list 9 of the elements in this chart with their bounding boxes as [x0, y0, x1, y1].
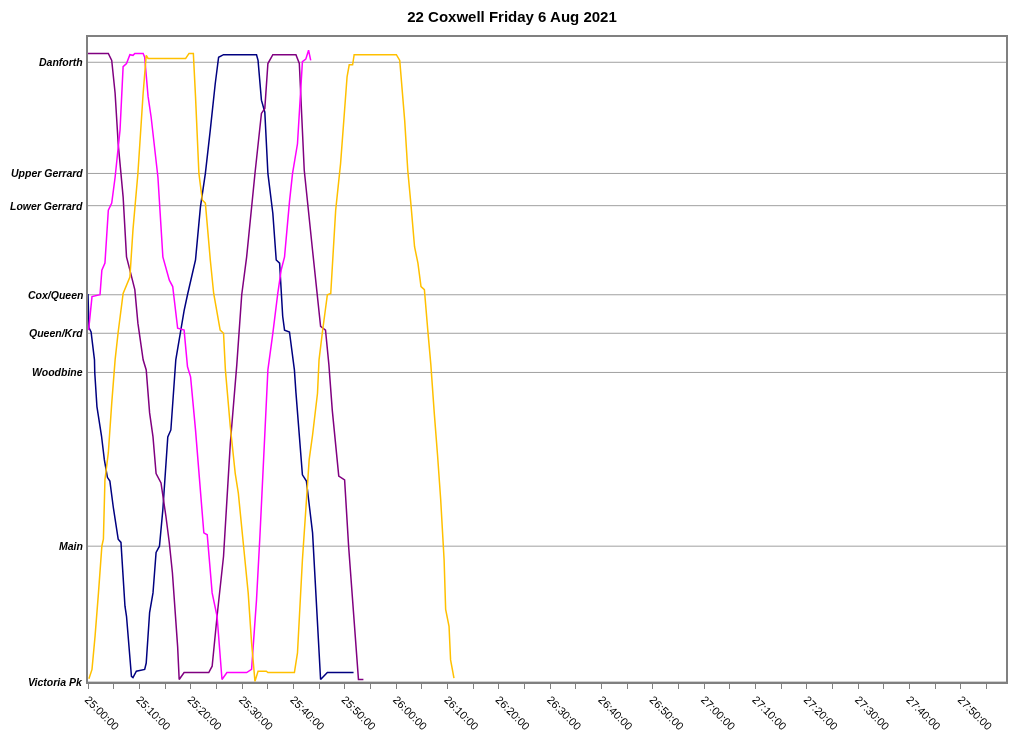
ref-line-label: Danforth	[39, 56, 83, 68]
ref-line-label: Cox/Queen	[28, 289, 84, 301]
ref-line-label: Queen/Krd	[29, 327, 84, 339]
ref-line-label: Upper Gerrard	[11, 167, 84, 179]
chart-title: 22 Coxwell Friday 6 Aug 2021	[407, 8, 617, 26]
ref-line-label: Lower Gerrard	[10, 200, 83, 212]
ref-line-label: Main	[59, 540, 83, 552]
ref-line-label: Victoria Pk	[28, 676, 84, 688]
ref-line-label: Woodbine	[32, 366, 83, 378]
